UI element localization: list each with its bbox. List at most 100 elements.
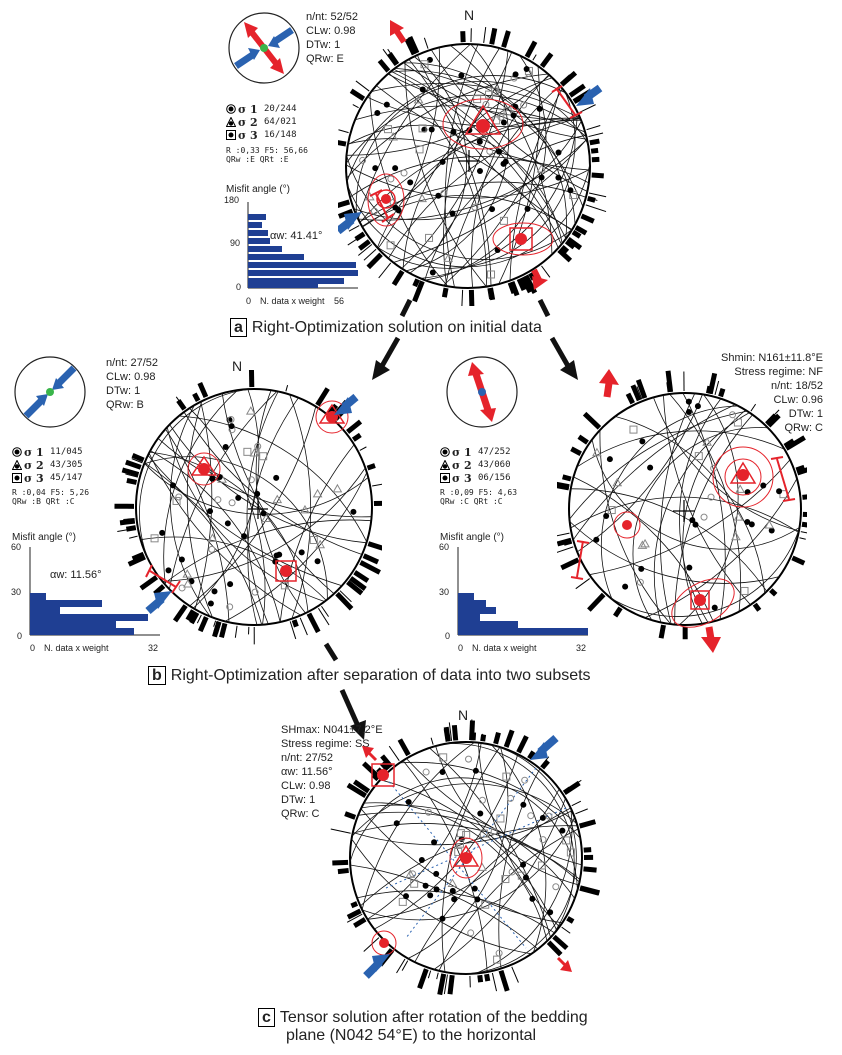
stereonet-tick (801, 521, 807, 528)
stereonet-tick (338, 199, 351, 208)
stereonet-tick (338, 129, 349, 134)
great-circle-arc (653, 412, 750, 623)
data-point (638, 565, 645, 572)
data-point (370, 207, 378, 215)
great-circle-arc (169, 424, 367, 544)
data-point (418, 856, 425, 863)
data-point (245, 406, 256, 415)
stereonet-tick (397, 738, 411, 757)
great-circle-arc (346, 73, 549, 179)
stereonet-tick (783, 438, 795, 449)
data-point (476, 138, 483, 145)
data-point (472, 767, 479, 774)
stat-line: Shmin: N161±11.8°E (721, 352, 823, 364)
data-point (427, 892, 434, 899)
data-point (707, 493, 715, 501)
stereonet-tick (800, 531, 807, 534)
panel-b-right-misfit-title: Misfit angle (°) (440, 532, 505, 543)
stereonet-tick (353, 570, 370, 583)
panel-b-left-stats: n/nt: 27/52 CLw: 0.98 DTw: 1 QRw: B (106, 356, 158, 412)
panel-c-stats: SHmax: N041±7.2°E Stress regime: SS n/nt… (281, 723, 383, 821)
great-circle-arc (247, 397, 299, 626)
stereonet-tick (480, 734, 487, 742)
x-tick: 56 (334, 296, 345, 306)
panel-a-caption: a Right-Optimization solution on initial … (230, 318, 542, 337)
great-circle-arc (377, 117, 581, 248)
stereonet-tick (388, 745, 400, 761)
data-point (208, 545, 216, 553)
stereonet-tick (557, 532, 570, 537)
stereonet-tick (520, 276, 533, 294)
great-circle-arc (433, 798, 566, 970)
stereonet-tick (172, 604, 188, 623)
data-point (150, 534, 159, 543)
data-point (547, 909, 554, 916)
data-point (522, 874, 529, 881)
stereonet-tick (188, 610, 194, 618)
stereonet-tick (366, 463, 376, 471)
great-circle-arc (461, 744, 577, 975)
panel-c-caption: c Tensor solution after rotation of the b… (258, 1008, 588, 1045)
y-tick: 0 (236, 282, 242, 292)
data-point (603, 513, 610, 520)
caption-letter-box: a (230, 318, 247, 337)
panel-b-left-stereonet (114, 369, 382, 645)
stat-line: DTw: 1 (106, 385, 141, 397)
stereonet-tick (396, 958, 406, 974)
stereonet-tick (346, 913, 363, 923)
stereonet-tick (559, 70, 578, 87)
stat-line: CLw: 0.98 (106, 371, 156, 383)
sigma-label: σ 2 (452, 459, 472, 472)
y-tick: 90 (230, 238, 241, 248)
great-circle-arc (632, 427, 768, 621)
great-circle-arc (614, 416, 766, 594)
great-circle-arc (401, 50, 509, 269)
great-circle-arc (441, 746, 501, 973)
great-circle-arc (438, 828, 579, 971)
stereonet-tick (176, 399, 187, 411)
great-circle-arc (147, 455, 343, 587)
data-point (537, 861, 546, 870)
panel-b-left-sigma-legend: σ 1 11/045 σ 2 43/305 σ 3 45/147 (11, 446, 83, 485)
data-point (422, 882, 429, 889)
stereonet-tick (123, 517, 135, 521)
data-point (493, 955, 502, 964)
great-circle-arc (166, 427, 325, 602)
stat-line: DTw: 1 (788, 408, 823, 420)
stereonet-tick (348, 225, 360, 232)
data-point (398, 897, 407, 906)
great-circle-arc (360, 825, 578, 907)
great-circle-arc (570, 488, 768, 592)
data-point (209, 475, 216, 482)
data-point (439, 768, 446, 775)
stereonet-tick (349, 88, 366, 101)
stereonet-tick (802, 494, 807, 500)
stereonet-tick (580, 213, 595, 224)
data-point (422, 768, 430, 776)
stereonet-tick (516, 735, 529, 754)
data-point (425, 808, 433, 816)
data-point (559, 827, 566, 834)
data-point (744, 518, 751, 525)
stereonet-tick (587, 197, 598, 201)
stereonet-tick (461, 289, 464, 306)
stereonet-tick (579, 885, 601, 896)
stereonet-tick (352, 779, 371, 794)
data-point (183, 578, 193, 588)
sigma-value: 45/147 (50, 473, 83, 483)
stat-line: n/nt: 18/52 (771, 380, 823, 392)
stereonet-tick (354, 231, 366, 242)
stereonet-tick (481, 733, 484, 742)
sigma-label: σ 3 (238, 129, 258, 142)
data-point (449, 210, 456, 217)
great-circle-arc (189, 406, 317, 607)
stereonet-tick (568, 83, 586, 98)
data-point (400, 169, 408, 177)
data-point (503, 107, 512, 116)
data-point (178, 584, 186, 592)
data-point (172, 496, 181, 505)
data-point (374, 110, 381, 117)
data-point (439, 915, 446, 922)
data-point (249, 447, 260, 457)
panel-a-histogram (247, 202, 358, 289)
